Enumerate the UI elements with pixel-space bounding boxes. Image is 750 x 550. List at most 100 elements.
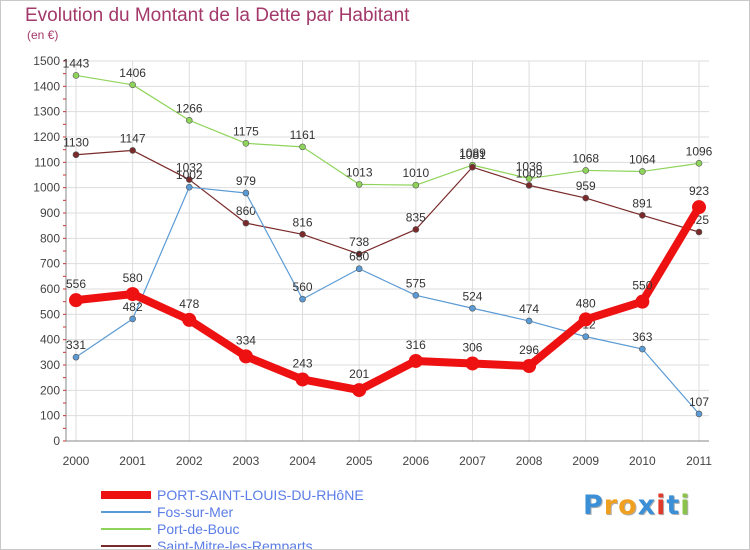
legend-label: Saint-Mitre-les-Remparts	[157, 537, 313, 550]
y-tick-label: 1200	[33, 130, 60, 144]
data-point	[182, 312, 197, 327]
y-tick-label: 600	[40, 282, 60, 296]
series-line-2	[75, 186, 700, 415]
data-label: 478	[179, 297, 199, 311]
y-tick-label: 500	[40, 307, 60, 321]
data-label: 1064	[629, 152, 656, 166]
series-line-3	[72, 203, 703, 395]
legend-label: PORT-SAINT-LOUIS-DU-RHôNE	[157, 486, 364, 503]
data-point	[639, 345, 646, 353]
data-point	[412, 226, 420, 233]
data-point	[412, 292, 420, 299]
data-point	[695, 228, 703, 236]
data-point	[635, 294, 650, 309]
data-label: 1147	[120, 131, 146, 145]
data-label: 816	[293, 215, 313, 229]
data-label: 1266	[176, 101, 203, 115]
series-line-1	[75, 149, 700, 255]
data-point	[692, 200, 706, 215]
data-label: 1009	[516, 166, 543, 180]
data-point	[242, 189, 250, 197]
logo-letter: i	[680, 490, 691, 521]
data-label: 524	[462, 289, 482, 303]
series-line-0	[75, 74, 700, 186]
data-point	[582, 167, 590, 174]
data-label: 331	[66, 338, 86, 352]
data-point	[129, 315, 136, 323]
y-tick-label: 1000	[33, 181, 60, 195]
data-label: 363	[632, 330, 652, 344]
logo-letter: t	[666, 490, 681, 521]
y-tick-label: 1400	[33, 79, 60, 93]
legend-item: PORT-SAINT-LOUIS-DU-RHôNE	[101, 486, 364, 503]
data-point	[299, 295, 306, 303]
data-label: 1002	[176, 168, 203, 182]
y-tick-label: 0	[53, 434, 60, 448]
data-label: 474	[519, 302, 539, 316]
logo-letter: i	[656, 490, 667, 521]
data-label: 556	[66, 277, 86, 291]
y-tick-label: 1100	[34, 155, 60, 169]
data-point	[469, 163, 476, 171]
data-label: 550	[632, 279, 652, 293]
proxiti-logo: Proxiti	[583, 490, 691, 521]
data-point	[582, 333, 590, 340]
data-label: 1036	[516, 160, 543, 174]
y-tick-label: 200	[40, 383, 60, 397]
data-label: 1161	[290, 128, 316, 142]
data-point	[639, 211, 646, 219]
data-point	[695, 160, 703, 167]
legend-swatch	[101, 490, 151, 499]
data-label: 1096	[686, 144, 713, 158]
data-point	[72, 72, 80, 79]
data-label: 334	[236, 333, 256, 347]
x-tick-label: 2009	[572, 454, 599, 468]
data-point	[242, 140, 250, 147]
data-point	[295, 372, 310, 387]
data-label: 482	[123, 300, 143, 314]
data-point	[695, 410, 703, 418]
y-tick-label: 700	[40, 257, 60, 271]
logo-letter: x	[637, 490, 657, 521]
data-label: 201	[349, 367, 369, 381]
legend-swatch	[101, 527, 151, 530]
data-label: 860	[236, 204, 256, 218]
data-point	[185, 183, 193, 191]
data-point	[185, 176, 193, 183]
y-tick-label: 800	[40, 231, 60, 245]
data-point	[69, 293, 83, 308]
data-point	[408, 353, 423, 368]
data-label: 1068	[572, 151, 599, 165]
data-point	[525, 182, 533, 189]
data-label: 1013	[346, 165, 373, 179]
x-tick-label: 2001	[119, 454, 146, 468]
data-label: 1010	[402, 166, 429, 180]
data-label: 959	[576, 179, 596, 193]
x-tick-label: 2004	[289, 454, 316, 468]
x-tick-label: 2010	[629, 454, 656, 468]
data-point	[72, 151, 80, 159]
y-tick-label: 1300	[33, 105, 60, 119]
data-label: 296	[519, 343, 539, 357]
x-tick-label: 2007	[459, 454, 486, 468]
data-point	[185, 116, 193, 124]
data-label: 1089	[459, 146, 486, 160]
data-point	[525, 175, 533, 182]
x-tick-label: 2002	[176, 454, 203, 468]
data-point	[242, 219, 250, 227]
x-tick-label: 2003	[233, 454, 260, 468]
legend-swatch	[101, 544, 151, 547]
data-point	[299, 230, 306, 238]
data-point	[522, 359, 537, 374]
data-label: 1130	[63, 136, 89, 150]
chart-title: Evolution du Montant de la Dette par Hab…	[25, 5, 410, 26]
data-point	[352, 383, 367, 398]
data-point	[639, 168, 646, 175]
x-tick-label: 2011	[686, 454, 712, 468]
data-label: 480	[576, 296, 596, 310]
data-point	[412, 181, 420, 189]
data-point	[129, 147, 136, 154]
y-tick-label: 100	[40, 409, 60, 423]
y-tick-label: 900	[40, 206, 60, 220]
data-point	[355, 250, 363, 258]
